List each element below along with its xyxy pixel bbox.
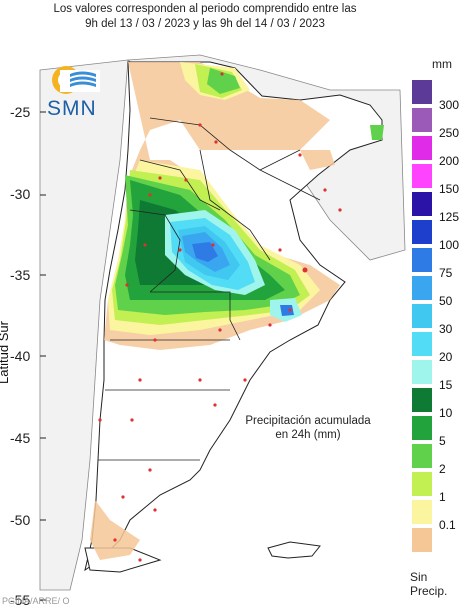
scale-unit: mm	[432, 57, 452, 71]
y-tick: -50	[10, 512, 31, 528]
y-tick: -40	[10, 348, 31, 364]
legend-swatch	[412, 108, 432, 132]
footer-text: PGINA/ARRE/ O	[2, 596, 70, 606]
y-tick: -55	[10, 592, 31, 608]
legend-label: 300	[439, 98, 460, 112]
legend-label: 10	[439, 406, 453, 420]
legend-label: 5	[439, 434, 446, 448]
legend-label: 2	[439, 462, 446, 476]
y-tick: -30	[10, 186, 31, 202]
legend-swatch	[412, 444, 432, 468]
no-precip-label: Sin Precip.	[410, 570, 448, 598]
legend-swatch	[412, 500, 432, 524]
legend-swatch	[412, 192, 432, 216]
legend-swatch	[412, 164, 432, 188]
legend-swatch	[412, 416, 432, 440]
precip-annotation: Precipitación acumulada en 24h (mm)	[218, 414, 398, 442]
legend-label: 150	[439, 182, 460, 196]
annotation-line2: en 24h (mm)	[275, 429, 341, 441]
legend-swatch	[412, 528, 432, 552]
legend-label: 100	[439, 238, 460, 252]
legend-swatch	[412, 304, 432, 328]
legend-swatch	[412, 472, 432, 496]
legend-label: 20	[439, 350, 453, 364]
legend-label: 30	[439, 322, 453, 336]
legend-swatch	[412, 388, 432, 412]
legend-swatch	[412, 332, 432, 356]
smn-logo-text: SMN	[47, 97, 97, 120]
annotation-line1: Precipitación acumulada	[245, 415, 371, 427]
map-title: Los valores corresponden al periodo comp…	[0, 2, 410, 32]
legend-swatch	[412, 80, 432, 104]
legend-swatch	[412, 248, 432, 272]
title-line2: 9h del 13 / 03 / 2023 y las 9h del 14 / …	[85, 18, 325, 30]
legend-label: 50	[439, 294, 453, 308]
malvinas	[267, 541, 321, 559]
chile-land	[39, 59, 129, 591]
legend-label: 0.1	[439, 518, 456, 532]
smn-logo-icon	[52, 66, 100, 94]
legend-swatch	[412, 276, 432, 300]
y-tick: -45	[10, 430, 31, 446]
legend-swatch	[412, 136, 432, 160]
y-tick: -35	[10, 267, 31, 283]
legend-label: 1	[439, 490, 446, 504]
legend-swatch	[412, 220, 432, 244]
legend-label: 200	[439, 154, 460, 168]
legend-label: 75	[439, 266, 453, 280]
title-line1: Los valores corresponden al periodo comp…	[53, 3, 357, 15]
legend-swatch	[412, 360, 432, 384]
legend-label: 250	[439, 126, 460, 140]
legend-label: 125	[439, 210, 460, 224]
y-tick: -25	[10, 104, 31, 120]
legend-label: 15	[439, 378, 453, 392]
